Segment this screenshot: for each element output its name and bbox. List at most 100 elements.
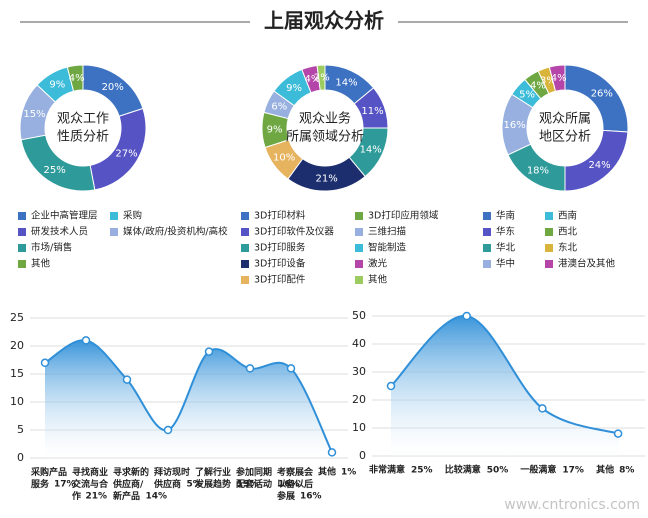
data-point <box>286 364 296 373</box>
x-tick-label: 拜访现时供应商 <box>153 466 190 490</box>
y-tick-label: 20 <box>352 393 366 406</box>
data-label: 15% <box>23 109 45 120</box>
legend-swatch <box>18 212 26 220</box>
data-label: 9% <box>286 83 302 94</box>
x-tick-label: 寻求新的供应商/新产品 <box>112 466 149 502</box>
legend-swatch <box>355 212 363 220</box>
x-tick-label: 一般满意 <box>520 464 556 476</box>
x-tick-label: 比较满意 <box>445 464 481 476</box>
data-point <box>122 375 132 384</box>
legend-label: 研发技术人员 <box>31 226 88 238</box>
legend-swatch <box>483 212 491 220</box>
watermark: www.cntronics.com <box>504 497 640 513</box>
center-label: 所属领域分析 <box>286 130 364 145</box>
legend-label: 企业中高管理层 <box>31 210 98 222</box>
data-point <box>40 358 50 368</box>
value-label: 17% <box>54 480 76 490</box>
legend-label: 市场/销售 <box>31 242 72 254</box>
value-label: 14% <box>146 492 168 502</box>
legend-swatch <box>110 212 118 220</box>
y-tick-label: 20 <box>10 339 24 352</box>
legend-label: 3D打印服务 <box>254 242 306 254</box>
data-label: 3% <box>540 75 556 86</box>
data-label: 5% <box>519 90 535 101</box>
legend-swatch <box>241 228 249 236</box>
value-label: 16% <box>278 480 300 490</box>
data-label: 25% <box>43 165 65 176</box>
legend-swatch <box>110 228 118 236</box>
center-label: 性质分析 <box>57 130 109 145</box>
legend-swatch <box>545 212 553 220</box>
x-tick-label: 采购产品服务 <box>30 466 67 490</box>
data-label: 11% <box>361 106 383 117</box>
data-point <box>163 425 173 435</box>
value-label: 50% <box>487 466 509 476</box>
data-label: 2% <box>314 73 330 84</box>
x-tick-label: 了解行业发展趋势 <box>194 466 231 490</box>
legend-swatch <box>18 260 26 268</box>
legend-swatch <box>355 276 363 284</box>
y-tick-label: 0 <box>17 451 24 464</box>
legend-label: 3D打印配件 <box>254 274 306 286</box>
legend-label: 智能制造 <box>368 242 407 254</box>
legend-swatch <box>241 276 249 284</box>
data-label: 9% <box>267 125 283 136</box>
legend-label: 西北 <box>558 227 578 238</box>
x-tick-label: 考察展会以备以后参展 <box>277 466 314 502</box>
donut-segment <box>548 64 566 92</box>
x-tick-label: 寻找商业交流与合作 <box>72 466 109 502</box>
data-label: 10% <box>273 153 295 164</box>
data-label: 4% <box>69 73 85 84</box>
data-point <box>538 404 547 413</box>
donut-segment <box>66 64 84 92</box>
legend-swatch <box>241 244 249 252</box>
data-point <box>386 381 396 391</box>
x-tick-label: 其他 <box>596 464 614 476</box>
data-label: 4% <box>551 73 567 84</box>
legend-label: 华南 <box>496 210 515 222</box>
value-label: 8% <box>619 466 634 476</box>
data-label: 4% <box>305 74 321 85</box>
legend-label: 媒体/政府/投资机构/高校 <box>123 226 228 238</box>
data-point <box>613 429 623 438</box>
value-label: 16% <box>300 492 322 502</box>
data-point <box>204 347 214 356</box>
legend-swatch <box>355 228 363 236</box>
legend-label: 其他 <box>31 258 51 270</box>
x-tick-label: 参加同期配套活动 <box>236 466 272 490</box>
value-label: 25% <box>411 466 433 476</box>
legend-label: 华东 <box>496 226 515 238</box>
y-tick-label: 10 <box>352 421 366 434</box>
data-point <box>462 311 471 321</box>
y-tick-label: 15 <box>10 367 24 380</box>
value-label: 1% <box>341 468 356 478</box>
value-label: 17% <box>562 466 584 476</box>
center-label: 观众工作 <box>57 112 109 127</box>
legend-label: 东北 <box>558 242 578 254</box>
data-label: 9% <box>49 80 65 91</box>
data-label: 4% <box>530 80 546 91</box>
value-label: 5% <box>187 480 202 490</box>
y-tick-label: 10 <box>10 395 24 408</box>
data-label: 24% <box>588 160 610 171</box>
y-tick-label: 0 <box>359 449 366 462</box>
data-point <box>245 364 255 373</box>
y-tick-label: 25 <box>10 311 24 324</box>
x-tick-label: 其他 <box>318 466 336 478</box>
legend-label: 3D打印应用领域 <box>368 210 439 222</box>
legend-label: 其他 <box>368 274 388 286</box>
data-label: 18% <box>527 166 549 177</box>
legend-label: 华北 <box>496 242 516 254</box>
legend-swatch <box>483 228 491 236</box>
center-label: 观众所属 <box>539 112 591 127</box>
data-point <box>327 448 337 457</box>
data-label: 14% <box>360 145 382 156</box>
data-label: 20% <box>102 82 124 93</box>
legend-label: 3D打印材料 <box>254 210 306 222</box>
center-label: 观众业务 <box>299 111 351 127</box>
x-tick-label: 非常满意 <box>369 464 405 476</box>
y-tick-label: 5 <box>17 423 24 436</box>
donut-segment <box>316 64 326 91</box>
legend-swatch <box>545 244 553 252</box>
